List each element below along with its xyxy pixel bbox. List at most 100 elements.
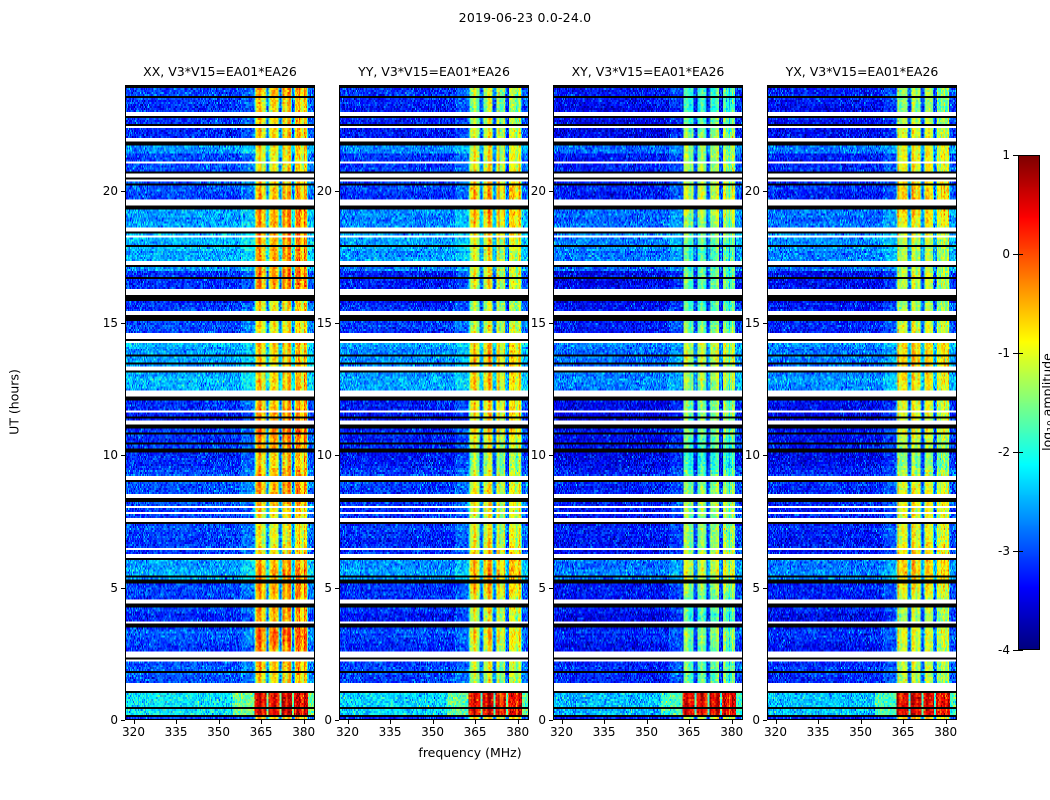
x-tick — [347, 720, 349, 724]
y-tick — [763, 720, 767, 721]
y-tick — [121, 190, 125, 192]
heatmap-image-xy — [554, 86, 742, 719]
y-tick-label: 10 — [316, 448, 332, 463]
y-ticks-yx: 0 5 10 15 20 — [733, 85, 767, 727]
y-tick — [763, 587, 767, 589]
y-tick-label: 0 — [538, 713, 546, 727]
x-tick-label: 380 — [506, 725, 530, 739]
x-tick — [475, 720, 477, 724]
y-tick — [763, 323, 767, 325]
y-tick-label: 5 — [110, 580, 118, 595]
colorbar-tick-label: -2 — [998, 445, 1010, 459]
y-tick-label: 20 — [530, 183, 546, 198]
heatmap-axes-yy — [339, 85, 529, 720]
heatmap-image-yx — [768, 86, 956, 719]
x-tick — [775, 720, 777, 724]
colorbar-tick — [1013, 452, 1018, 453]
x-tick-label: 350 — [421, 725, 445, 739]
x-tick-label: 320 — [764, 725, 787, 739]
x-tick-label: 320 — [122, 725, 145, 739]
x-tick-label: 380 — [720, 725, 744, 739]
colorbar-label: log10 amplitude — [1040, 353, 1050, 451]
colorbar-tick-label: 0 — [1002, 247, 1010, 261]
heatmap-image-xx — [126, 86, 314, 719]
y-tick-label: 0 — [110, 713, 118, 727]
x-tick — [390, 720, 392, 724]
colorbar-tick — [1013, 155, 1018, 156]
x-axis-label: frequency (MHz) — [418, 745, 522, 760]
x-tick-label: 365 — [463, 725, 487, 739]
x-tick-label: 380 — [934, 725, 958, 739]
x-ticks-yx: 320 335 350 365 380 — [764, 720, 958, 746]
x-tick — [432, 720, 434, 724]
y-tick-label: 10 — [102, 448, 118, 463]
y-tick-label: 20 — [102, 183, 118, 198]
y-tick — [121, 587, 125, 589]
colorbar-tick — [1013, 650, 1018, 651]
panel-xx: XX, V3*V15=EA01*EA26 320 335 350 365 380 0 5 10 1… — [103, 64, 315, 739]
y-tick-label: 20 — [744, 183, 760, 198]
x-tick — [945, 720, 947, 724]
x-tick — [517, 720, 519, 724]
x-tick — [218, 720, 220, 724]
colorbar: -4 -3 -2 -1 0 1 — [998, 148, 1040, 657]
panel-title-yy: YY, V3*V15=EA01*EA26 — [358, 64, 510, 79]
y-tick — [121, 455, 125, 457]
y-axis-label: UT (hours) — [6, 369, 22, 435]
x-tick — [133, 720, 135, 724]
x-tick-label: 350 — [849, 725, 873, 739]
x-tick — [176, 720, 178, 724]
colorbar-label-prefix: log — [1039, 431, 1050, 451]
x-tick — [561, 720, 563, 724]
y-tick — [335, 323, 339, 325]
y-tick-label: 10 — [744, 448, 760, 463]
x-tick — [646, 720, 648, 724]
colorbar-tick-inner — [1018, 155, 1023, 156]
colorbar-tick-inner — [1018, 452, 1023, 453]
colorbar-tick — [1013, 254, 1018, 255]
heatmap-axes-xx — [125, 85, 315, 720]
y-tick — [763, 190, 767, 192]
colorbar-tick-inner — [1018, 551, 1023, 552]
y-ticks-xy: 0 5 10 15 20 — [519, 85, 553, 727]
colorbar-tick-label: -4 — [998, 643, 1010, 657]
y-tick — [763, 455, 767, 457]
y-tick — [335, 190, 339, 192]
heatmap-image-yy — [340, 86, 528, 719]
colorbar-label-sub: 10 — [1046, 420, 1050, 432]
y-tick-label: 15 — [530, 316, 546, 331]
colorbar-tick-inner — [1018, 353, 1023, 354]
y-ticks-xx: 0 5 10 15 20 — [91, 85, 125, 727]
x-tick — [689, 720, 691, 724]
panel-title-xx: XX, V3*V15=EA01*EA26 — [143, 64, 297, 79]
y-tick — [335, 587, 339, 589]
colorbar-label-suffix: amplitude — [1039, 353, 1050, 417]
x-ticks-yy: 320 335 350 365 380 — [336, 720, 530, 746]
x-tick-label: 320 — [550, 725, 573, 739]
y-tick-label: 10 — [530, 448, 546, 463]
x-tick-label: 365 — [249, 725, 273, 739]
y-tick-label: 0 — [752, 713, 760, 727]
colorbar-tick — [1013, 551, 1018, 552]
x-tick-label: 365 — [891, 725, 915, 739]
y-ticks-yy: 0 5 10 15 20 — [305, 85, 339, 727]
x-tick-label: 380 — [292, 725, 316, 739]
colorbar-tick — [1013, 353, 1018, 354]
heatmap-axes-xy — [553, 85, 743, 720]
x-tick-label: 335 — [378, 725, 402, 739]
panel-yx: YX, V3*V15=EA01*EA26 320 335 350 365 380 0 5 10 1… — [745, 64, 957, 739]
panel-title-yx: YX, V3*V15=EA01*EA26 — [785, 64, 939, 79]
y-tick — [549, 720, 553, 721]
panel-yy: YY, V3*V15=EA01*EA26 320 335 350 365 380 0 5 10 1… — [317, 64, 529, 739]
y-tick — [549, 455, 553, 457]
y-tick-label: 5 — [324, 580, 332, 595]
y-tick-label: 15 — [744, 316, 760, 331]
x-tick-label: 335 — [806, 725, 830, 739]
colorbar-tick-label: -3 — [998, 544, 1010, 558]
x-tick-label: 350 — [635, 725, 659, 739]
y-tick — [549, 587, 553, 589]
y-tick-label: 5 — [538, 580, 546, 595]
x-tick-label: 335 — [592, 725, 616, 739]
y-tick — [335, 455, 339, 457]
x-ticks-xy: 320 335 350 365 380 — [550, 720, 744, 746]
